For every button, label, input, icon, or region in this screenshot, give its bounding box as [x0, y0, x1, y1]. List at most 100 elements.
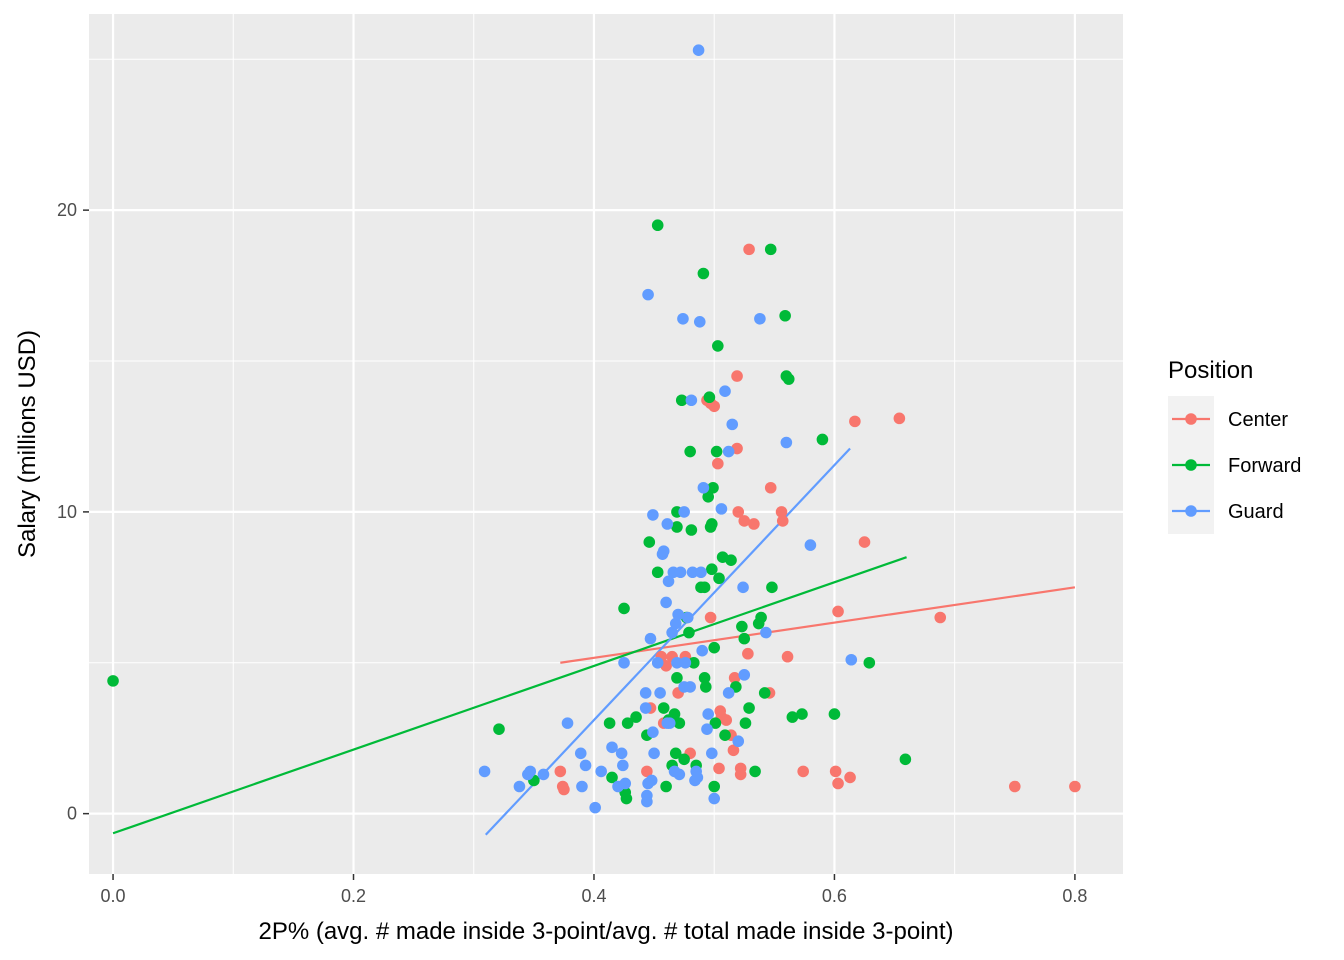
data-point [692, 44, 705, 57]
data-point [828, 708, 841, 720]
data-point [704, 611, 717, 624]
data-point [702, 491, 714, 503]
data-point [657, 545, 670, 557]
data-point [844, 771, 856, 784]
data-point [697, 481, 710, 494]
data-point [672, 608, 684, 621]
data-point [748, 518, 760, 530]
x-tick-label: 0.6 [822, 886, 847, 906]
data-point [618, 656, 630, 669]
data-point [702, 708, 714, 720]
data-point [719, 385, 731, 397]
data-point [703, 391, 716, 404]
data-point [662, 575, 675, 588]
data-point [796, 708, 808, 720]
data-point [606, 771, 618, 784]
data-point [722, 445, 735, 458]
data-point [734, 768, 747, 781]
legend-label: Center [1228, 409, 1288, 431]
data-point [781, 650, 794, 663]
data-point [708, 400, 721, 413]
data-point [666, 626, 678, 639]
data-point [829, 765, 842, 778]
data-point [657, 702, 670, 714]
data-point [674, 566, 687, 579]
data-point [647, 726, 659, 738]
data-point [589, 801, 601, 814]
plot-panel [89, 14, 1123, 874]
data-point [849, 415, 861, 428]
data-point [537, 768, 550, 781]
legend-item-center: Center [1168, 396, 1288, 442]
data-point [699, 681, 712, 693]
data-point [710, 445, 723, 458]
data-point [630, 711, 642, 723]
x-tick-label: 0.2 [341, 886, 366, 906]
x-tick-label: 0.0 [101, 886, 126, 906]
data-point [673, 768, 686, 781]
data-point [766, 581, 778, 594]
data-point [731, 370, 743, 382]
data-point [645, 774, 658, 787]
data-point [685, 524, 698, 536]
x-tick-label: 0.8 [1062, 886, 1087, 906]
data-point [738, 515, 751, 527]
data-point [736, 620, 748, 633]
trend-line-forward [112, 556, 907, 835]
data-point [683, 626, 695, 639]
series-guard [478, 44, 858, 814]
data-point [712, 340, 724, 352]
data-point [707, 481, 719, 494]
data-point [709, 717, 722, 729]
data-point [639, 702, 652, 714]
data-point [684, 445, 696, 458]
data-point [513, 780, 526, 793]
data-point [732, 506, 745, 518]
data-point [708, 780, 721, 793]
data-point [639, 687, 652, 699]
data-point [576, 780, 588, 793]
data-point [780, 436, 793, 449]
data-point [764, 481, 777, 494]
data-point [617, 759, 629, 772]
y-tick-label: 20 [57, 200, 77, 220]
y-axis: 0 10 20 [57, 200, 89, 824]
data-point [1008, 780, 1021, 793]
data-point [701, 723, 713, 735]
data-point [816, 433, 829, 446]
y-tick-label: 0 [67, 804, 77, 824]
data-point [764, 243, 777, 256]
x-axis: 0.0 0.2 0.4 0.6 0.8 [101, 874, 1087, 906]
data-point [107, 675, 119, 687]
data-point [755, 611, 767, 624]
data-point [579, 759, 592, 772]
data-point [713, 762, 725, 775]
data-point [678, 506, 690, 518]
data-point [899, 753, 912, 766]
data-point [651, 656, 664, 669]
data-point [863, 656, 876, 669]
data-point [698, 581, 711, 594]
data-point [675, 394, 688, 407]
data-point [743, 702, 755, 714]
data-point [754, 312, 766, 325]
data-point [934, 611, 947, 624]
data-point [554, 765, 567, 778]
data-point [671, 521, 683, 533]
data-point [524, 765, 537, 778]
data-point [832, 605, 844, 618]
data-point [708, 641, 721, 654]
data-point [726, 418, 739, 431]
data-point [749, 765, 761, 778]
data-point [641, 795, 653, 808]
data-point [804, 539, 817, 551]
legend-title: Position [1168, 357, 1253, 384]
data-point [720, 714, 733, 726]
data-point [691, 771, 704, 784]
legend-item-guard: Guard [1168, 488, 1284, 534]
data-point [1069, 780, 1081, 793]
data-point [845, 653, 858, 666]
data-point [642, 288, 654, 301]
data-point [698, 672, 711, 684]
data-point [738, 669, 751, 681]
